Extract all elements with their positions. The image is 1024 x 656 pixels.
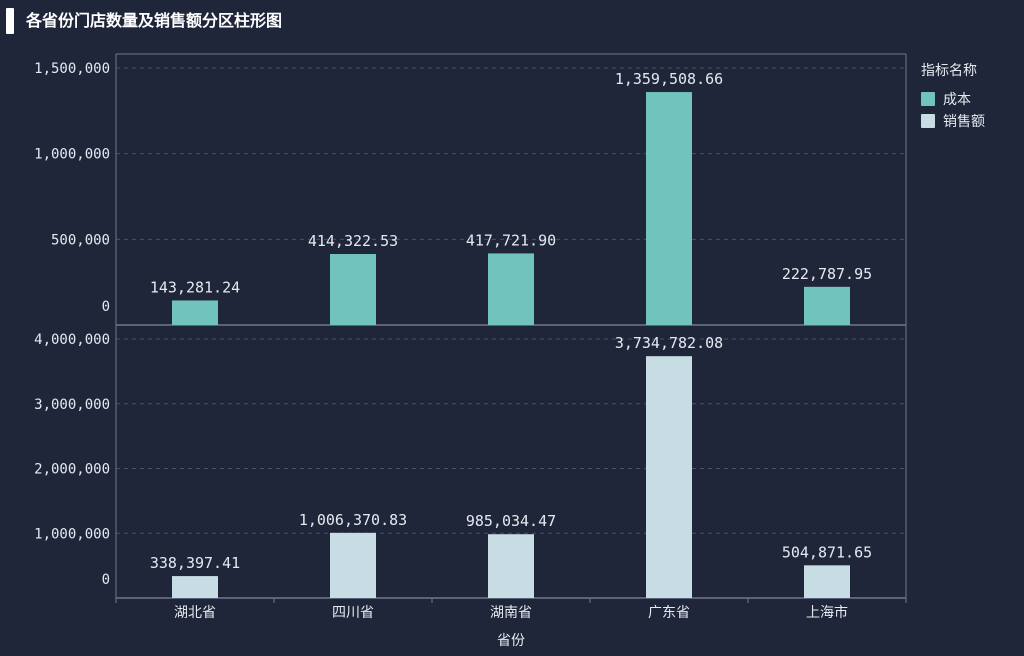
bar xyxy=(172,576,218,598)
x-tick-label: 广东省 xyxy=(648,605,690,621)
legend-swatch-sales xyxy=(921,114,935,128)
x-tick-label: 湖北省 xyxy=(174,605,216,621)
bar xyxy=(804,565,850,598)
x-tick-label: 上海市 xyxy=(806,604,848,621)
data-label: 3,734,782.08 xyxy=(615,334,723,352)
y-tick-label: 1,500,000 xyxy=(34,61,110,77)
legend-item-sales[interactable]: 销售额 xyxy=(921,110,985,132)
bar xyxy=(488,253,534,325)
legend-label-cost: 成本 xyxy=(943,92,971,108)
data-label: 222,787.95 xyxy=(782,265,872,283)
data-label: 338,397.41 xyxy=(150,554,240,572)
chart-title: 各省份门店数量及销售额分区柱形图 xyxy=(26,11,283,30)
legend-item-cost[interactable]: 成本 xyxy=(921,88,985,110)
y-tick-label: 2,000,000 xyxy=(34,462,110,478)
data-label: 1,006,370.83 xyxy=(299,511,407,529)
data-label: 985,034.47 xyxy=(466,512,556,530)
y-tick-label: 1,000,000 xyxy=(34,526,110,542)
y-tick-label: 4,000,000 xyxy=(34,332,110,348)
legend-label-sales: 销售额 xyxy=(943,114,985,130)
bar xyxy=(646,356,692,598)
y-tick-label: 1,000,000 xyxy=(34,147,110,163)
bar xyxy=(646,92,692,325)
data-label: 143,281.24 xyxy=(150,278,240,296)
data-label: 417,721.90 xyxy=(466,231,556,249)
legend: 指标名称 成本 销售额 xyxy=(921,60,985,132)
bar xyxy=(330,254,376,325)
bar xyxy=(804,286,850,325)
data-label: 1,359,508.66 xyxy=(615,70,723,88)
data-label: 504,871.65 xyxy=(782,543,872,561)
legend-title: 指标名称 xyxy=(921,63,977,79)
x-axis-label: 省份 xyxy=(497,633,525,649)
legend-swatch-cost xyxy=(921,92,935,106)
data-label: 414,322.53 xyxy=(308,232,398,250)
y-tick-label: 0 xyxy=(102,572,110,588)
x-tick-label: 湖南省 xyxy=(490,605,532,621)
y-tick-label: 0 xyxy=(102,299,110,315)
y-tick-label: 3,000,000 xyxy=(34,397,110,413)
bar xyxy=(330,532,376,598)
y-tick-label: 500,000 xyxy=(51,232,110,248)
bar xyxy=(488,534,534,598)
title-accent-bar xyxy=(6,8,14,34)
bar xyxy=(172,300,218,325)
x-tick-label: 四川省 xyxy=(332,605,374,621)
